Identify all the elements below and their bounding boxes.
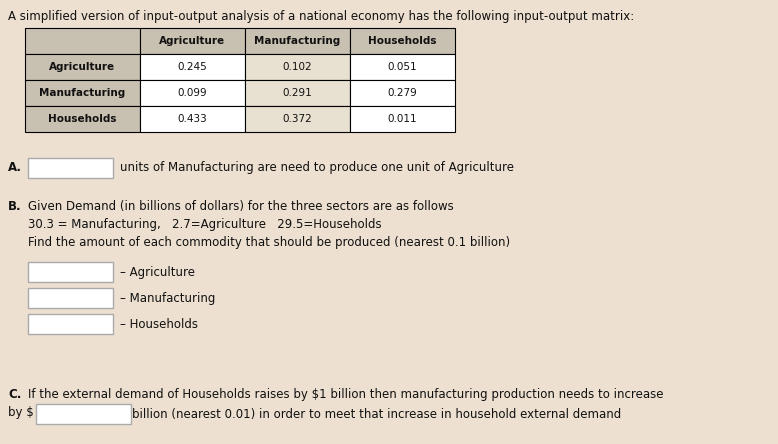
Bar <box>350 54 455 80</box>
Bar <box>245 106 350 132</box>
Bar <box>36 404 131 424</box>
Bar <box>245 28 350 54</box>
Text: Households: Households <box>368 36 436 46</box>
Text: If the external demand of Households raises by $1 billion then manufacturing pro: If the external demand of Households rai… <box>28 388 664 401</box>
Bar <box>245 54 350 80</box>
Text: – Households: – Households <box>120 317 198 330</box>
Text: 0.372: 0.372 <box>282 114 313 124</box>
Text: 0.245: 0.245 <box>177 62 208 72</box>
Bar <box>25 54 140 80</box>
Bar <box>28 262 113 282</box>
Text: – Agriculture: – Agriculture <box>120 266 195 278</box>
Bar <box>140 106 245 132</box>
Text: – Manufacturing: – Manufacturing <box>120 292 216 305</box>
Text: Manufacturing: Manufacturing <box>254 36 341 46</box>
Text: A.: A. <box>8 160 22 174</box>
Text: B.: B. <box>8 200 22 213</box>
Text: 0.099: 0.099 <box>177 88 207 98</box>
Text: C.: C. <box>8 388 21 401</box>
Bar <box>350 28 455 54</box>
Text: 0.011: 0.011 <box>387 114 417 124</box>
Text: A simplified version of input-output analysis of a national economy has the foll: A simplified version of input-output ana… <box>8 10 634 23</box>
Bar <box>25 80 140 106</box>
Bar <box>28 314 113 334</box>
Text: Households: Households <box>48 114 117 124</box>
Bar <box>350 80 455 106</box>
Bar <box>245 80 350 106</box>
Text: Given Demand (in billions of dollars) for the three sectors are as follows: Given Demand (in billions of dollars) fo… <box>28 200 454 213</box>
Bar <box>25 28 140 54</box>
Bar <box>28 288 113 308</box>
Text: 0.433: 0.433 <box>177 114 208 124</box>
Bar <box>140 80 245 106</box>
Text: Agriculture: Agriculture <box>50 62 116 72</box>
Text: units of Manufacturing are need to produce one unit of Agriculture: units of Manufacturing are need to produ… <box>120 160 514 174</box>
Text: 0.279: 0.279 <box>387 88 417 98</box>
Text: 0.051: 0.051 <box>387 62 417 72</box>
Bar <box>140 28 245 54</box>
Text: 0.102: 0.102 <box>282 62 312 72</box>
Text: Find the amount of each commodity that should be produced (nearest 0.1 billion): Find the amount of each commodity that s… <box>28 236 510 249</box>
Bar <box>140 54 245 80</box>
Bar <box>25 106 140 132</box>
Text: 0.291: 0.291 <box>282 88 313 98</box>
Text: Agriculture: Agriculture <box>159 36 226 46</box>
Text: 30.3 = Manufacturing,   2.7=Agriculture   29.5=Households: 30.3 = Manufacturing, 2.7=Agriculture 29… <box>28 218 382 231</box>
Bar <box>350 106 455 132</box>
Text: by $: by $ <box>8 406 33 419</box>
Bar <box>28 158 113 178</box>
Text: Manufacturing: Manufacturing <box>40 88 125 98</box>
Text: billion (nearest 0.01) in order to meet that increase in household external dema: billion (nearest 0.01) in order to meet … <box>132 408 622 420</box>
